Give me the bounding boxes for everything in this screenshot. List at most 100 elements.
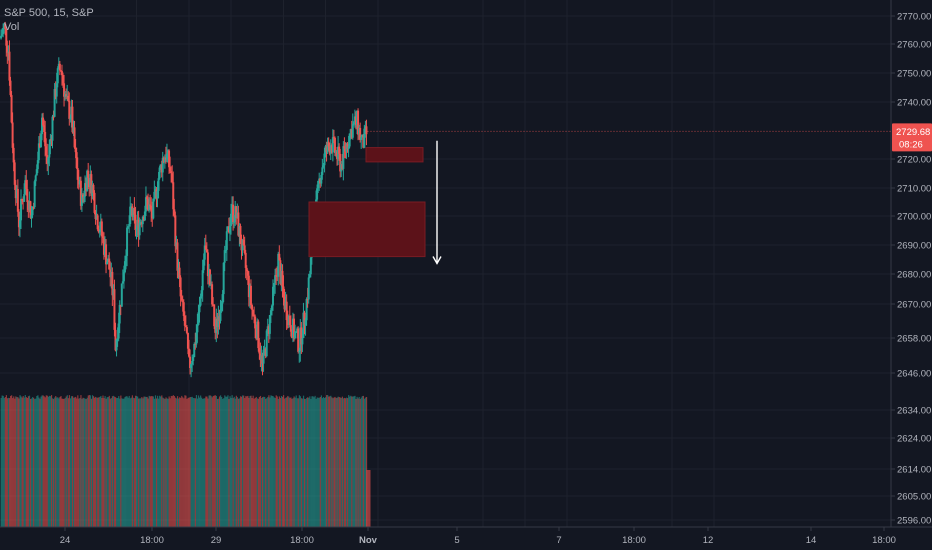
candle-body (304, 320, 307, 326)
candle-body (217, 316, 220, 328)
volume-bar (154, 395, 157, 527)
candle-body (9, 80, 12, 96)
volume-bar (270, 395, 272, 527)
candle-body (151, 211, 154, 219)
volume-bar (41, 395, 43, 527)
volume-bar (279, 397, 282, 527)
time-tick-label: Nov (359, 535, 378, 546)
volume-bar (14, 398, 16, 527)
volume-bar (257, 398, 259, 527)
candle-body (172, 182, 175, 210)
candle-body (289, 325, 292, 332)
candle-body (267, 326, 270, 334)
candle-body (214, 326, 217, 333)
volume-bar (112, 395, 115, 527)
candle-body (357, 110, 360, 135)
candle-body (253, 314, 256, 317)
symbol-title[interactable]: S&P 500, 15, S&P (4, 7, 94, 19)
volume-bar (350, 395, 352, 527)
volume-bar (136, 395, 138, 527)
volume-bar (348, 395, 350, 527)
candle-body (239, 225, 242, 244)
candle-body (62, 75, 64, 84)
volume-bar (297, 398, 299, 527)
volume-bar (103, 398, 105, 527)
volume-bar (224, 395, 226, 527)
volume-bar (15, 396, 17, 527)
volume-bar (310, 398, 312, 527)
candle-body (361, 135, 364, 138)
candle-body (26, 188, 29, 202)
candle-body (343, 146, 346, 149)
candle-body (290, 331, 293, 338)
candle-body (97, 229, 100, 233)
candle-body (211, 284, 214, 305)
volume-bar (122, 398, 124, 527)
volume-bar (251, 398, 253, 527)
time-tick-label: 5 (454, 535, 459, 546)
candle-body (319, 178, 322, 184)
candle-body (46, 155, 49, 164)
volume-bar (201, 397, 203, 527)
candle-body (324, 146, 327, 154)
volume-bar (226, 396, 228, 527)
volume-bar (38, 397, 40, 527)
volume-bar (137, 396, 139, 527)
candle-body (81, 194, 84, 198)
supply-zone (308, 201, 426, 258)
volume-indicator-label[interactable]: Vol (4, 21, 20, 33)
candle-body (203, 245, 206, 260)
candle-body (140, 222, 143, 225)
candle-body (178, 267, 181, 278)
candle-body (365, 126, 368, 135)
candle-body (272, 286, 274, 306)
volume-bar (73, 397, 75, 527)
volume-bar (269, 397, 271, 527)
time-axis[interactable]: 24 18:00 29 18:00 Nov 5 7 18:00 12 14 18:00 (0, 526, 932, 550)
volume-bar (105, 398, 107, 527)
volume-bar (356, 396, 358, 527)
volume-bar (265, 398, 267, 527)
volume-bar (344, 398, 347, 527)
candle-body (173, 209, 176, 216)
volume-bar (143, 396, 145, 527)
candle-body (0, 35, 3, 39)
candle-body (110, 271, 113, 278)
candle-body (193, 343, 196, 358)
candle-body (270, 305, 273, 311)
volume-bar (1, 395, 3, 527)
volume-bar (99, 396, 101, 527)
candle-body (221, 294, 224, 304)
candle-body (263, 348, 266, 350)
candle-body (63, 83, 66, 97)
candle-body (159, 164, 162, 168)
candle-body (17, 211, 20, 228)
volume-bar (319, 396, 321, 527)
candle-body (309, 257, 312, 275)
volume-bar (159, 395, 161, 527)
volume-bar (157, 395, 159, 527)
volume-bar (129, 398, 131, 527)
volume-bar (203, 398, 205, 527)
volume-bar (126, 396, 128, 527)
volume-bar (92, 396, 95, 527)
volume-bar (124, 397, 126, 527)
price-axis[interactable]: 2770.00 2760.00 2750.00 2740.00 2720.00 2710.… (890, 0, 932, 550)
candle-body (287, 316, 290, 326)
candle-body (358, 127, 361, 135)
candle-body (206, 252, 209, 277)
price-tick-label: 2624.00 (897, 434, 931, 445)
volume-bar (85, 398, 87, 527)
volume-bar (90, 398, 93, 527)
candle-body (114, 329, 117, 351)
candle-body (308, 274, 311, 278)
volume-bar (0, 398, 2, 527)
volume-bar (322, 397, 325, 527)
volume-bar (317, 397, 319, 527)
volume-bar (281, 396, 284, 527)
candle-body (320, 174, 323, 184)
candle-body (25, 180, 28, 189)
volume-bar (179, 397, 181, 527)
volume-bar (150, 396, 152, 527)
